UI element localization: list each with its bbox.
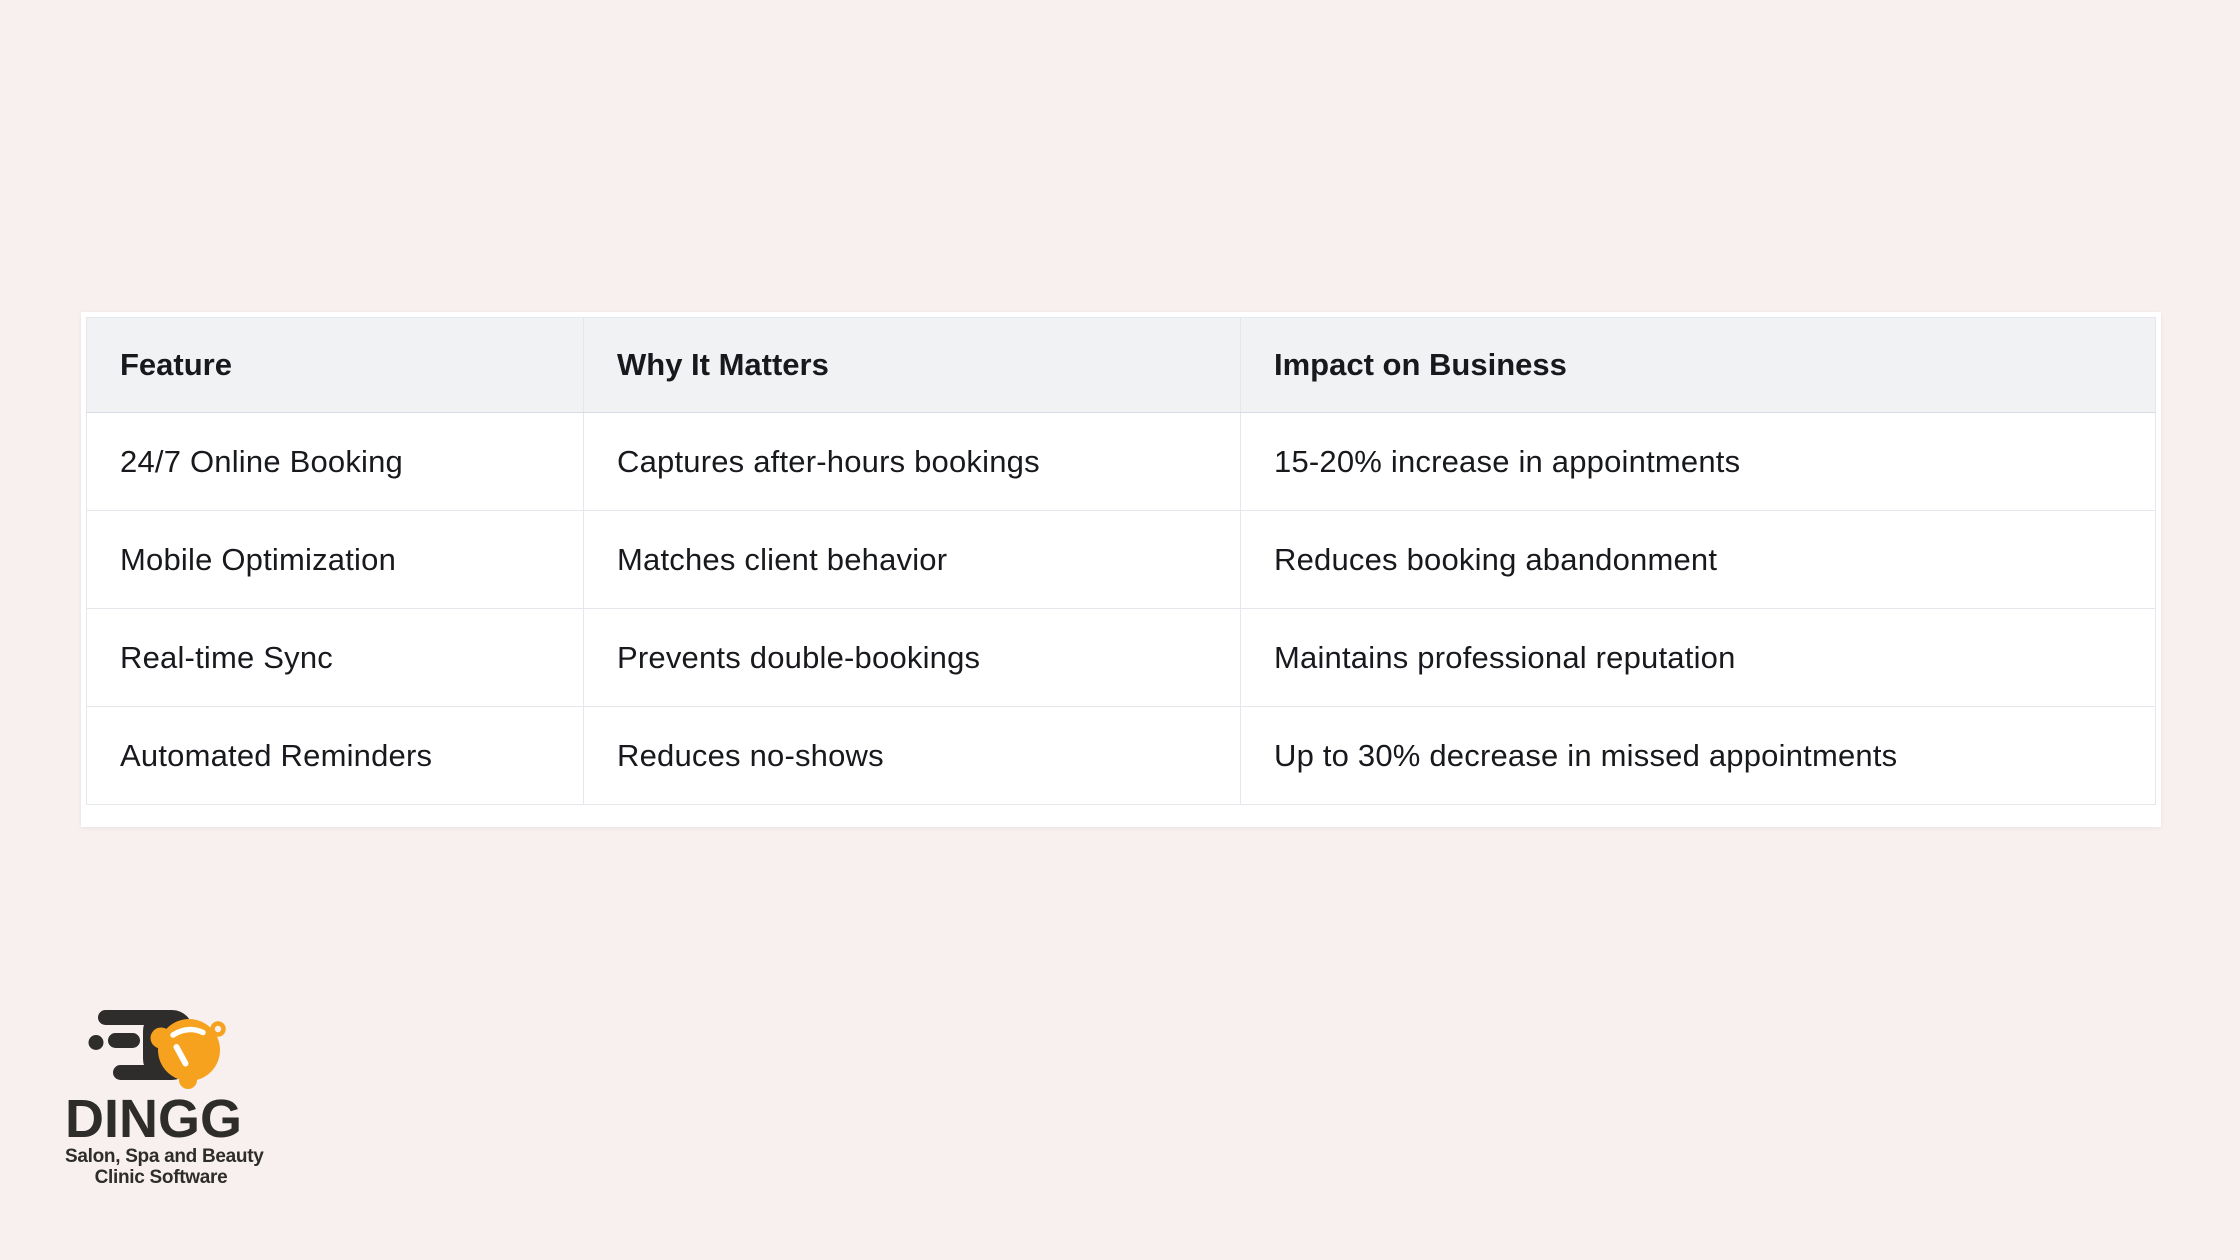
feature-table-card: Feature Why It Matters Impact on Busines… bbox=[81, 312, 2161, 827]
impact-on-business-cell: Reduces booking abandonment bbox=[1240, 510, 2156, 609]
why-it-matters-cell: Matches client behavior bbox=[583, 510, 1241, 609]
impact-on-business-cell: 15-20% increase in appointments bbox=[1240, 412, 2156, 511]
why-it-matters-cell: Captures after-hours bookings bbox=[583, 412, 1241, 511]
column-header-why-it-matters: Why It Matters bbox=[583, 317, 1241, 413]
feature-table: Feature Why It Matters Impact on Busines… bbox=[86, 317, 2156, 805]
dingg-logo: DINGG Salon, Spa and Beauty Clinic Softw… bbox=[64, 1000, 284, 1195]
brand-name: DINGG bbox=[65, 1089, 243, 1149]
table-row: Automated Reminders Reduces no-shows Up … bbox=[86, 706, 2156, 805]
feature-cell: Real-time Sync bbox=[86, 608, 584, 707]
impact-on-business-cell: Up to 30% decrease in missed appointment… bbox=[1240, 706, 2156, 805]
rushing-bell-icon bbox=[88, 1010, 226, 1089]
why-it-matters-cell: Reduces no-shows bbox=[583, 706, 1241, 805]
column-header-feature: Feature bbox=[86, 317, 584, 413]
table-row: Mobile Optimization Matches client behav… bbox=[86, 510, 2156, 609]
feature-cell: 24/7 Online Booking bbox=[86, 412, 584, 511]
impact-on-business-cell: Maintains professional reputation bbox=[1240, 608, 2156, 707]
feature-cell: Mobile Optimization bbox=[86, 510, 584, 609]
brand-tagline-line2: Clinic Software bbox=[94, 1167, 228, 1188]
table-header-row: Feature Why It Matters Impact on Busines… bbox=[86, 317, 2156, 413]
why-it-matters-cell: Prevents double-bookings bbox=[583, 608, 1241, 707]
table-row: Real-time Sync Prevents double-bookings … bbox=[86, 608, 2156, 707]
brand-tagline-line1: Salon, Spa and Beauty bbox=[65, 1146, 264, 1167]
feature-cell: Automated Reminders bbox=[86, 706, 584, 805]
table-row: 24/7 Online Booking Captures after-hours… bbox=[86, 412, 2156, 511]
column-header-impact-on-business: Impact on Business bbox=[1240, 317, 2156, 413]
